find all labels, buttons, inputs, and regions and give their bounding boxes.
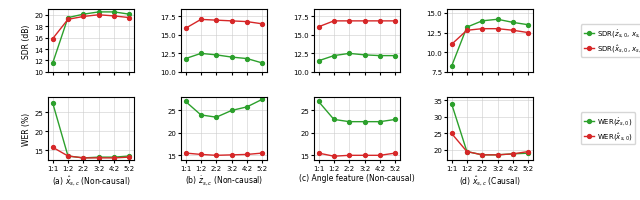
X-axis label: (c) Angle feature (Non-causal): (c) Angle feature (Non-causal) <box>299 174 415 183</box>
X-axis label: (a) $\hat{x}_{s,c}$ (Non-causal): (a) $\hat{x}_{s,c}$ (Non-causal) <box>52 174 131 187</box>
Y-axis label: WER (%): WER (%) <box>22 112 31 145</box>
Legend: WER($\dot{z}_{s,0}$), WER($\hat{x}_{s,0}$): WER($\dot{z}_{s,0}$), WER($\hat{x}_{s,0}… <box>581 113 636 145</box>
X-axis label: (d) $\hat{x}_{s,c}$ (Causal): (d) $\hat{x}_{s,c}$ (Causal) <box>459 174 521 187</box>
X-axis label: (b) $\dot{z}_{s,c}$ (Non-causal): (b) $\dot{z}_{s,c}$ (Non-causal) <box>185 174 263 187</box>
Legend: SDR($\dot{z}_{s,0}$, $x_{s,0}$), SDR($\hat{x}_{s,0}$, $x_{s,0}$): SDR($\dot{z}_{s,0}$, $x_{s,0}$), SDR($\h… <box>581 25 640 57</box>
Y-axis label: SDR (dB): SDR (dB) <box>22 24 31 58</box>
